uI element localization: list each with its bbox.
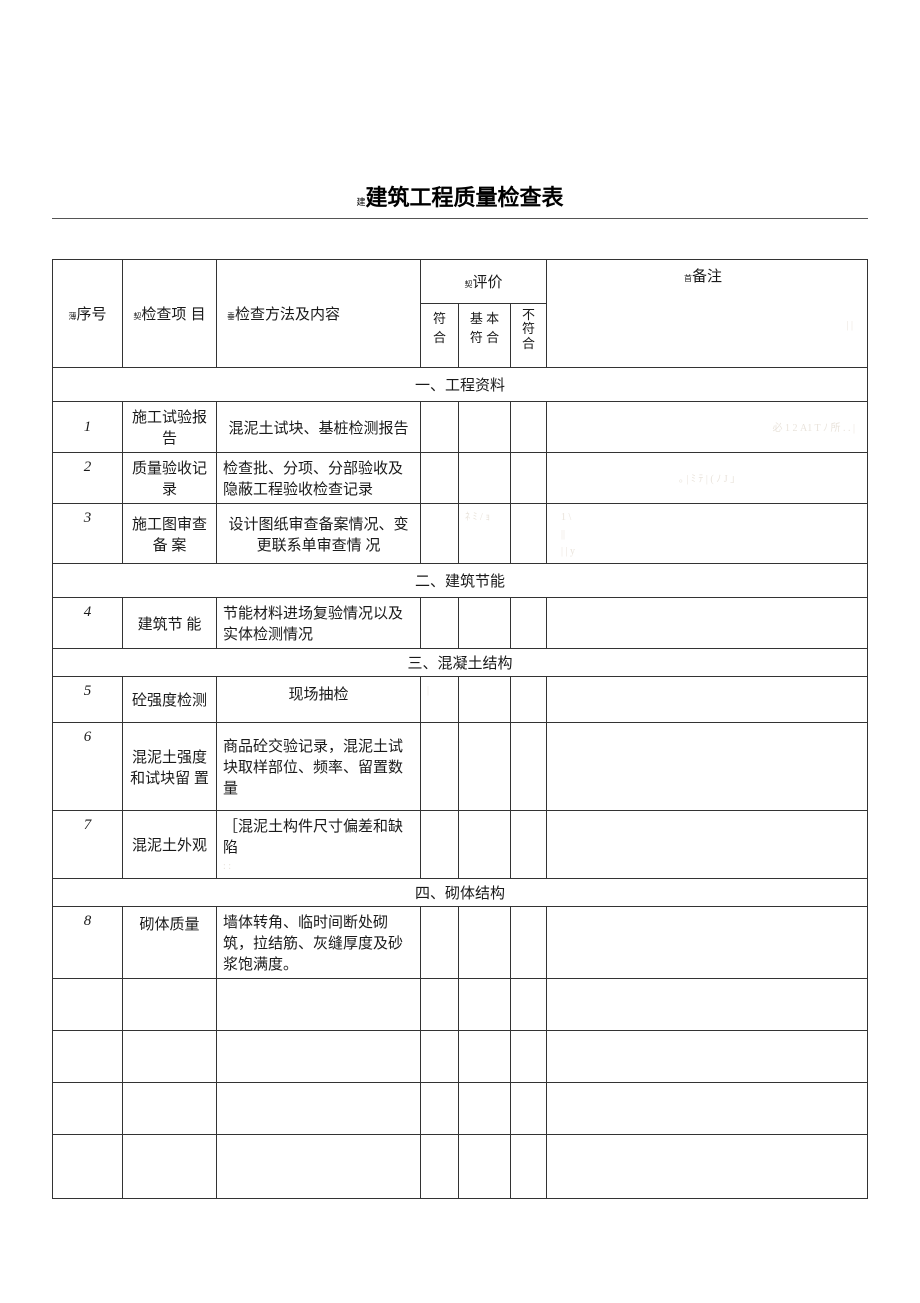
cell-eval3 [511, 907, 547, 979]
cell-item: 砌体质量 [123, 907, 217, 979]
cell-seq: 5 [53, 677, 123, 723]
cell-item: 质量验收记录 [123, 453, 217, 504]
header-note: 首备注 | | [547, 260, 868, 368]
cell-seq: 6 [53, 723, 123, 811]
cell-note [547, 811, 868, 879]
cell-note [547, 723, 868, 811]
page-title: 建建筑工程质量检查表 [52, 180, 868, 212]
cell-seq: 3 [53, 504, 123, 564]
cell-eval1 [421, 504, 459, 564]
cell-eval1 [421, 402, 459, 453]
table-row: 6 混泥土强度和试块留 置 商品砼交验记录，混泥土试块取样部位、频率、留置数量 [53, 723, 868, 811]
inspection-table: 薄序号 契检查项 目 垂检查方法及内容 契评价 首备注 | | 符 合 基 本 … [52, 259, 868, 1199]
cell-note: 1 \ || | | y [547, 504, 868, 564]
section-row: 一、工程资料 [53, 368, 868, 402]
cell-method: 混泥土试块、基桩检测报告 [217, 402, 421, 453]
cell-eval1 [421, 723, 459, 811]
table-row: 8 砌体质量 墙体转角、临时间断处砌筑，拉结筋、灰缝厚度及砂浆饱满度。 [53, 907, 868, 979]
title-text: 建筑工程质量检查表 [366, 185, 564, 210]
table-row: 3 施工图审查备 案 设计图纸审查备案情况、变更联系单审查情 况 ﾈ ﾐ / ｮ… [53, 504, 868, 564]
section-3: 三、混凝土结构 [53, 649, 868, 677]
header-eval: 契评价 [421, 260, 547, 304]
cell-eval2 [459, 598, 511, 649]
cell-eval2 [459, 723, 511, 811]
cell-method: 设计图纸审查备案情况、变更联系单审查情 况 [217, 504, 421, 564]
cell-method: 现场抽检 [217, 677, 421, 723]
table-row-empty [53, 1083, 868, 1135]
header-item: 契检查项 目 [123, 260, 217, 368]
cell-eval3 [511, 677, 547, 723]
cell-method: ［混泥土构件尺寸偏差和缺陷 : : [217, 811, 421, 879]
table-row: 4 建筑节 能 节能材料进场复验情况以及实体检测情况 [53, 598, 868, 649]
section-2: 二、建筑节能 [53, 564, 868, 598]
cell-eval3 [511, 811, 547, 879]
cell-item: 混泥土外观 [123, 811, 217, 879]
title-prefix: 建 [356, 197, 365, 207]
table-row: 7 混泥土外观 ［混泥土构件尺寸偏差和缺陷 : : [53, 811, 868, 879]
cell-eval2 [459, 677, 511, 723]
cell-item: 施工图审查备 案 [123, 504, 217, 564]
header-method: 垂检查方法及内容 [217, 260, 421, 368]
cell-note: 必 1 2 A1 T ﾉ 所 . . | [547, 402, 868, 453]
cell-note [547, 677, 868, 723]
cell-seq: 4 [53, 598, 123, 649]
cell-eval2 [459, 811, 511, 879]
section-row: 二、建筑节能 [53, 564, 868, 598]
header-eval-2: 基 本 符 合 [459, 304, 511, 368]
header-seq: 薄序号 [53, 260, 123, 368]
cell-method: 检查批、分项、分部验收及隐蔽工程验收检查记录 [217, 453, 421, 504]
cell-item: 施工试验报告 [123, 402, 217, 453]
table-row: 2 质量验收记录 检查批、分项、分部验收及隐蔽工程验收检查记录 ｡ | ﾐ ﾃ … [53, 453, 868, 504]
table-row-empty [53, 1031, 868, 1083]
cell-eval1 [421, 907, 459, 979]
cell-eval2 [459, 907, 511, 979]
cell-note: ｡ | ﾐ ﾃ | ( ﾉ J ｣ [547, 453, 868, 504]
cell-seq: 7 [53, 811, 123, 879]
cell-eval2 [459, 402, 511, 453]
cell-method: 墙体转角、临时间断处砌筑，拉结筋、灰缝厚度及砂浆饱满度。 [217, 907, 421, 979]
section-4: 四、砌体结构 [53, 879, 868, 907]
cell-eval3 [511, 504, 547, 564]
title-underline [52, 218, 868, 219]
cell-note [547, 598, 868, 649]
cell-eval2: ﾈ ﾐ / ｮ [459, 504, 511, 564]
cell-seq: 1 [53, 402, 123, 453]
section-row: 三、混凝土结构 [53, 649, 868, 677]
table-row: 1 施工试验报告 混泥土试块、基桩检测报告 必 1 2 A1 T ﾉ 所 . .… [53, 402, 868, 453]
cell-item: 砼强度检测 [123, 677, 217, 723]
header-eval-1: 符 合 [421, 304, 459, 368]
table-row: 5 砼强度检测 现场抽检 | [53, 677, 868, 723]
section-row: 四、砌体结构 [53, 879, 868, 907]
cell-eval1 [421, 811, 459, 879]
cell-method: 商品砼交验记录，混泥土试块取样部位、频率、留置数量 [217, 723, 421, 811]
cell-eval3 [511, 453, 547, 504]
cell-eval1 [421, 598, 459, 649]
table-row-empty [53, 979, 868, 1031]
cell-eval2 [459, 453, 511, 504]
header-eval-3: 不 符 合 [511, 304, 547, 368]
cell-method: 节能材料进场复验情况以及实体检测情况 [217, 598, 421, 649]
cell-eval3 [511, 598, 547, 649]
cell-eval3 [511, 723, 547, 811]
artifact-text: | | [846, 320, 853, 331]
cell-item: 建筑节 能 [123, 598, 217, 649]
cell-seq: 2 [53, 453, 123, 504]
header-row-1: 薄序号 契检查项 目 垂检查方法及内容 契评价 首备注 | | [53, 260, 868, 304]
cell-eval1: | [421, 677, 459, 723]
section-1: 一、工程资料 [53, 368, 868, 402]
table-row-empty [53, 1135, 868, 1199]
cell-note [547, 907, 868, 979]
cell-eval1 [421, 453, 459, 504]
cell-eval3 [511, 402, 547, 453]
cell-item: 混泥土强度和试块留 置 [123, 723, 217, 811]
cell-seq: 8 [53, 907, 123, 979]
